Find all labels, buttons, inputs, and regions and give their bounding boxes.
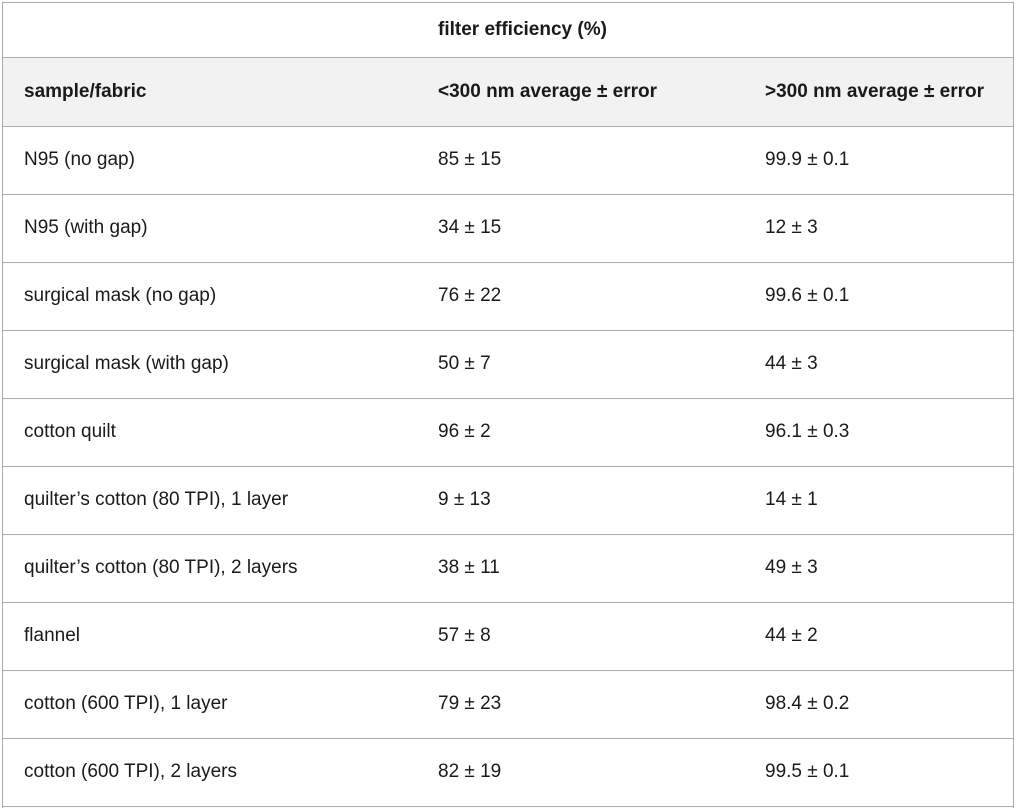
table-row: flannel 57 ± 8 44 ± 2 (3, 602, 1013, 670)
cell-above300: 98.4 ± 0.2 (765, 693, 850, 714)
cell-fabric: flannel (24, 625, 80, 646)
cell-fabric: quilter’s cotton (80 TPI), 2 layers (24, 557, 298, 578)
cell-fabric: surgical mask (with gap) (24, 353, 229, 374)
cell-below300: 82 ± 19 (438, 761, 502, 782)
cell-above300: 12 ± 3 (765, 217, 818, 238)
cell-below300: 76 ± 22 (438, 285, 502, 306)
cell-above300: 49 ± 3 (765, 557, 818, 578)
table-header: filter efficiency (%) sample/fabric <300… (3, 3, 1013, 126)
col-header-below-300nm: <300 nm average ± error (438, 80, 658, 102)
table-row: N95 (no gap) 85 ± 15 99.9 ± 0.1 (3, 126, 1013, 194)
cell-above300: 99.9 ± 0.1 (765, 149, 850, 170)
cell-below300: 38 ± 11 (438, 557, 500, 578)
cell-fabric: N95 (no gap) (24, 149, 135, 170)
cell-fabric: cotton (600 TPI), 2 layers (24, 761, 237, 782)
cell-below300: 57 ± 8 (438, 625, 491, 646)
cell-above300: 14 ± 1 (765, 489, 818, 510)
table-row: cotton (600 TPI), 1 layer 79 ± 23 98.4 ±… (3, 670, 1013, 738)
cell-above300: 44 ± 3 (765, 353, 818, 374)
cell-fabric: surgical mask (no gap) (24, 285, 217, 306)
group-header-row: filter efficiency (%) (3, 3, 1013, 57)
table-row: surgical mask (no gap) 76 ± 22 99.6 ± 0.… (3, 262, 1013, 330)
cell-above300: 44 ± 2 (765, 625, 818, 646)
table-row: cotton (600 TPI), 2 layers 82 ± 19 99.5 … (3, 738, 1013, 806)
cell-fabric: N95 (with gap) (24, 217, 148, 238)
table-body: N95 (no gap) 85 ± 15 99.9 ± 0.1 N95 (wit… (3, 126, 1013, 806)
cell-below300: 34 ± 15 (438, 217, 502, 238)
col-header-above-300nm: >300 nm average ± error (765, 80, 985, 102)
cell-below300: 9 ± 13 (438, 489, 491, 510)
group-header-empty-cell (3, 3, 417, 57)
cell-above300: 99.5 ± 0.1 (765, 761, 850, 782)
filter-efficiency-table: filter efficiency (%) sample/fabric <300… (3, 3, 1013, 807)
table-row: surgical mask (with gap) 50 ± 7 44 ± 3 (3, 330, 1013, 398)
table-row: quilter’s cotton (80 TPI), 2 layers 38 ±… (3, 534, 1013, 602)
cell-above300: 96.1 ± 0.3 (765, 421, 850, 442)
group-header-filter-efficiency: filter efficiency (%) (438, 18, 607, 40)
column-header-row: sample/fabric <300 nm average ± error >3… (3, 57, 1013, 126)
cell-below300: 79 ± 23 (438, 693, 502, 714)
cell-below300: 96 ± 2 (438, 421, 491, 442)
table-row: quilter’s cotton (80 TPI), 1 layer 9 ± 1… (3, 466, 1013, 534)
cell-fabric: cotton (600 TPI), 1 layer (24, 693, 228, 714)
table-row: N95 (with gap) 34 ± 15 12 ± 3 (3, 194, 1013, 262)
cell-below300: 85 ± 15 (438, 149, 502, 170)
col-header-sample-fabric: sample/fabric (24, 80, 147, 102)
table-row: cotton quilt 96 ± 2 96.1 ± 0.3 (3, 398, 1013, 466)
cell-fabric: cotton quilt (24, 421, 116, 442)
cell-above300: 99.6 ± 0.1 (765, 285, 850, 306)
cell-below300: 50 ± 7 (438, 353, 491, 374)
cell-fabric: quilter’s cotton (80 TPI), 1 layer (24, 489, 289, 510)
